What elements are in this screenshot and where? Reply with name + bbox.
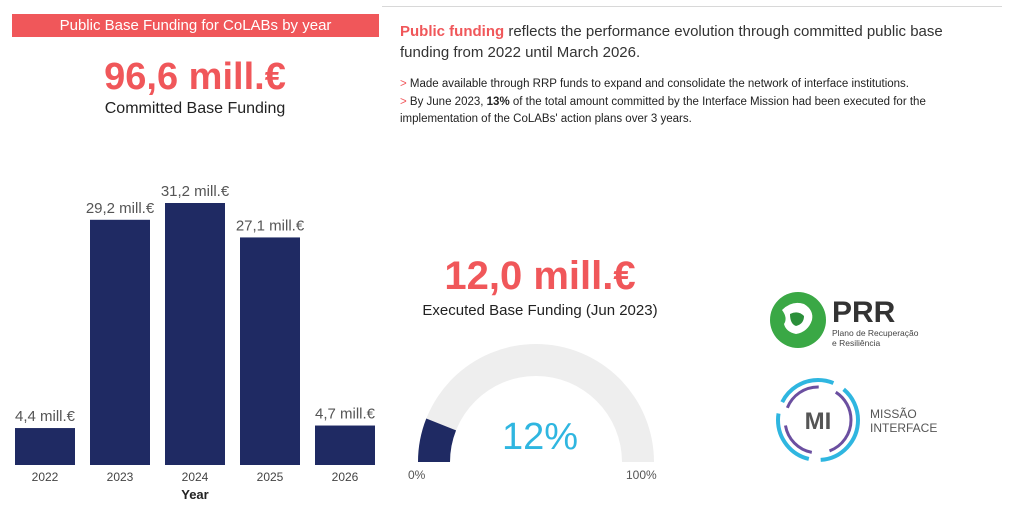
mi-logo-text: INTERFACE (870, 421, 937, 435)
bar-data-label: 27,1 mill.€ (236, 217, 305, 234)
committed-value: 96,6 mill.€ (104, 56, 286, 98)
bar-chart: 4,4 mill.€ 2022 29,2 mill.€ 2023 31,2 mill.€… (15, 183, 376, 502)
prr-logo-title: PRR (832, 296, 896, 329)
bar-2025 (240, 237, 300, 465)
bar-data-label: 4,4 mill.€ (15, 408, 76, 425)
bar-2026 (315, 425, 375, 465)
gauge-track (418, 344, 654, 462)
executed-label: Executed Base Funding (Jun 2023) (422, 302, 658, 319)
bullet-text: By June 2023, (409, 96, 487, 108)
bullet-item: > By June 2023, 13% of the total amount … (400, 94, 980, 128)
mi-logo-ring (783, 385, 853, 455)
mi-logo-ring (776, 378, 860, 462)
prr-logo-subtitle: Plano de Recuperação (832, 328, 919, 338)
mi-logo-text: MISSÃO (870, 407, 917, 421)
description-highlight: Public funding (400, 23, 505, 40)
bar-2023 (90, 219, 150, 465)
bullet-marker: > (400, 78, 407, 90)
top-divider (382, 6, 1002, 7)
x-tick-label: 2022 (32, 470, 59, 484)
x-tick-label: 2026 (332, 470, 359, 484)
gauge-chart (418, 344, 654, 462)
description-text: Public funding reflects the performance … (400, 21, 990, 63)
gauge-percent: 12% (501, 416, 579, 458)
description-body: reflects the performance evolution throu… (400, 23, 943, 61)
x-tick-label: 2025 (257, 470, 284, 484)
gauge-max-label: 100% (626, 468, 657, 482)
bullet-text: Made available through RRP funds to expa… (409, 78, 909, 90)
executed-value: 12,0 mill.€ (444, 254, 636, 298)
bullet-text: of the total amount committed by the Int… (400, 96, 926, 125)
bar-2024 (165, 203, 225, 465)
bullet-marker: > (400, 96, 407, 108)
bar-2022 (15, 428, 75, 465)
bullet-emphasis: 13% (486, 96, 510, 108)
missao-interface-logo: MI MISSÃO INTERFACE (776, 378, 937, 462)
prr-logo: PRR Plano de Recuperação e Resiliência (770, 292, 919, 348)
prr-logo-subtitle: e Resiliência (832, 338, 880, 348)
mi-logo-mark: MI (805, 408, 832, 435)
gauge-fill (418, 418, 457, 462)
gauge-min-label: 0% (408, 468, 426, 482)
x-tick-label: 2023 (107, 470, 134, 484)
x-tick-label: 2024 (182, 470, 209, 484)
x-axis-label: Year (181, 487, 208, 502)
chart-title: Public Base Funding for CoLABs by year (12, 14, 379, 37)
bar-data-label: 29,2 mill.€ (86, 200, 155, 217)
bar-data-label: 31,2 mill.€ (161, 183, 230, 200)
committed-label: Committed Base Funding (104, 100, 286, 117)
bullet-list: > Made available through RRP funds to ex… (400, 76, 980, 129)
bar-data-label: 4,7 mill.€ (315, 406, 376, 423)
bullet-item: > Made available through RRP funds to ex… (400, 76, 980, 93)
prr-logo-inner (790, 312, 804, 326)
